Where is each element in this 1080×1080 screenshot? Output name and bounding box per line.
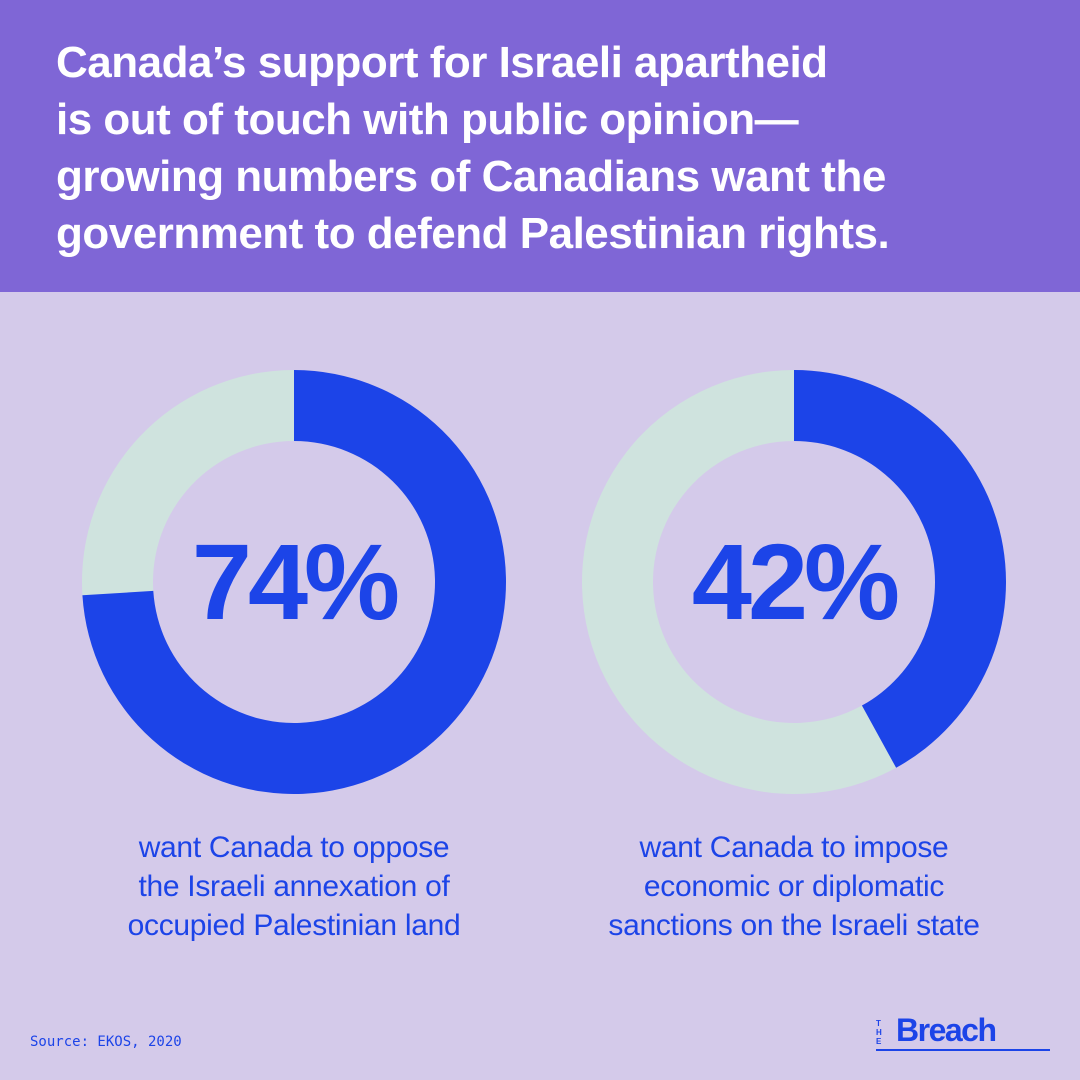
headline-line: growing numbers of Canadians want the xyxy=(56,152,886,201)
logo-letter: H xyxy=(876,1028,882,1037)
donut-chart-annexation: 74% xyxy=(82,370,506,794)
donut-svg xyxy=(582,370,1006,794)
percent-label: 74% xyxy=(191,521,400,642)
headline-line: is out of touch with public opinion— xyxy=(56,95,799,144)
the-breach-logo: T H E Breach xyxy=(876,1012,1050,1052)
caption-line: want Canada to impose xyxy=(639,831,949,864)
logo-letter: T xyxy=(876,1019,881,1028)
caption-line: occupied Palestinian land xyxy=(127,909,461,942)
logo-underline xyxy=(876,1049,1050,1051)
headline-line: Canada’s support for Israeli apartheid xyxy=(56,38,828,87)
chart-caption-sanctions: want Canada to impose economic or diplom… xyxy=(554,828,1034,945)
caption-line: want Canada to oppose xyxy=(138,831,450,864)
donut-remainder-segment xyxy=(82,370,294,596)
donut-chart-sanctions: 42% xyxy=(582,370,1006,794)
source-note: Source: EKOS, 2020 xyxy=(30,1034,182,1050)
donut-remainder-segment xyxy=(582,370,897,794)
caption-line: the Israeli annexation of xyxy=(138,870,450,903)
header-banner: Canada’s support for Israeli apartheid i… xyxy=(0,0,1080,292)
caption-line: sanctions on the Israeli state xyxy=(608,909,980,942)
caption-line: economic or diplomatic xyxy=(643,870,945,903)
donut-value-segment xyxy=(82,370,506,794)
headline: Canada’s support for Israeli apartheid i… xyxy=(56,34,1046,262)
logo-letter: E xyxy=(876,1037,882,1046)
donut-value-segment xyxy=(794,370,1006,768)
logo-small-text: T H E xyxy=(876,1019,894,1046)
logo-wordmark: Breach xyxy=(896,1012,997,1048)
headline-line: government to defend Palestinian rights. xyxy=(56,209,890,258)
donut-svg xyxy=(82,370,506,794)
percent-label: 42% xyxy=(691,521,900,642)
chart-caption-annexation: want Canada to oppose the Israeli annexa… xyxy=(54,828,534,945)
